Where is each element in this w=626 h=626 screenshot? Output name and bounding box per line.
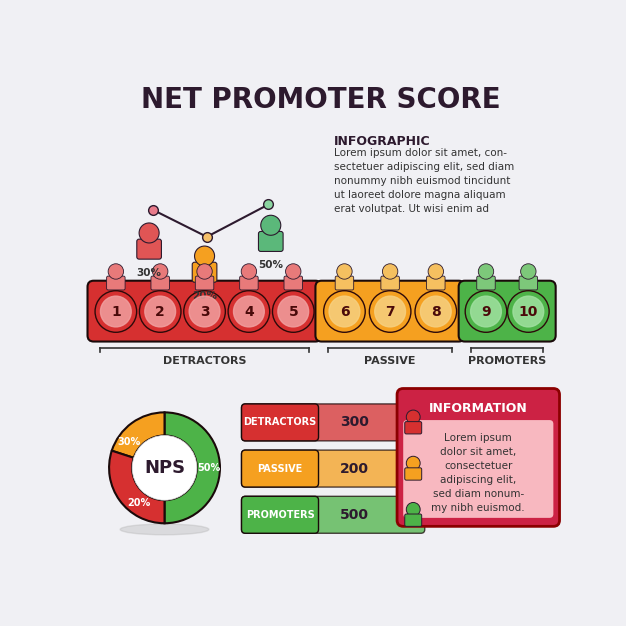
Text: 50%: 50%: [197, 463, 220, 473]
Text: 7: 7: [386, 304, 395, 319]
FancyBboxPatch shape: [242, 450, 425, 487]
Circle shape: [508, 290, 549, 332]
Text: 30%: 30%: [118, 437, 141, 447]
Text: INFOGRAPHIC: INFOGRAPHIC: [334, 135, 431, 148]
Text: PASSIVE: PASSIVE: [257, 464, 302, 474]
FancyBboxPatch shape: [335, 276, 354, 290]
Text: INFORMATION: INFORMATION: [429, 402, 528, 414]
Circle shape: [513, 296, 544, 327]
Circle shape: [261, 215, 281, 235]
Circle shape: [132, 436, 197, 500]
Circle shape: [100, 296, 131, 327]
Circle shape: [471, 296, 501, 327]
Circle shape: [140, 290, 181, 332]
FancyBboxPatch shape: [242, 404, 425, 441]
Circle shape: [195, 246, 215, 266]
Circle shape: [465, 290, 507, 332]
FancyBboxPatch shape: [459, 280, 556, 342]
FancyBboxPatch shape: [242, 404, 319, 441]
Text: 9: 9: [481, 304, 491, 319]
Text: 30%: 30%: [136, 268, 162, 277]
FancyBboxPatch shape: [240, 276, 258, 290]
Text: NPS: NPS: [144, 459, 185, 477]
Circle shape: [153, 264, 168, 279]
Text: Lorem ipsum
dolor sit amet,
consectetuer
adipiscing elit,
sed diam nonum-
my nib: Lorem ipsum dolor sit amet, consectetuer…: [431, 433, 525, 513]
Text: 20%: 20%: [192, 290, 217, 300]
Wedge shape: [112, 413, 165, 458]
FancyBboxPatch shape: [519, 276, 538, 290]
Circle shape: [406, 456, 420, 470]
FancyBboxPatch shape: [259, 232, 283, 252]
Text: 6: 6: [340, 304, 349, 319]
Text: 300: 300: [341, 416, 369, 429]
FancyBboxPatch shape: [381, 276, 399, 290]
Circle shape: [233, 296, 264, 327]
Circle shape: [285, 264, 301, 279]
FancyBboxPatch shape: [316, 280, 465, 342]
Circle shape: [382, 264, 398, 279]
FancyBboxPatch shape: [151, 276, 170, 290]
FancyBboxPatch shape: [405, 514, 422, 526]
FancyBboxPatch shape: [195, 276, 214, 290]
Text: DETRACTORS: DETRACTORS: [163, 356, 246, 366]
Circle shape: [406, 503, 420, 516]
FancyBboxPatch shape: [403, 420, 553, 518]
Text: PASSIVE: PASSIVE: [364, 356, 416, 366]
Text: 500: 500: [340, 508, 369, 522]
Text: 4: 4: [244, 304, 254, 319]
Circle shape: [428, 264, 443, 279]
Circle shape: [369, 290, 411, 332]
Circle shape: [95, 290, 136, 332]
FancyBboxPatch shape: [397, 389, 560, 526]
Wedge shape: [165, 413, 220, 523]
Circle shape: [139, 223, 159, 243]
Text: 200: 200: [340, 461, 369, 476]
Circle shape: [337, 264, 352, 279]
Circle shape: [241, 264, 257, 279]
Circle shape: [406, 410, 420, 424]
Circle shape: [108, 264, 123, 279]
Text: 20%: 20%: [127, 498, 150, 508]
Ellipse shape: [120, 524, 209, 535]
Circle shape: [478, 264, 494, 279]
Text: 3: 3: [200, 304, 209, 319]
Circle shape: [324, 290, 365, 332]
Circle shape: [272, 290, 314, 332]
Circle shape: [375, 296, 406, 327]
Wedge shape: [109, 451, 165, 523]
Circle shape: [415, 290, 456, 332]
Circle shape: [145, 296, 176, 327]
Circle shape: [228, 290, 270, 332]
Text: 10: 10: [519, 304, 538, 319]
Text: Lorem ipsum dolor sit amet, con-
sectetuer adipiscing elit, sed diam
nonummy nib: Lorem ipsum dolor sit amet, con- sectetu…: [334, 148, 514, 214]
Text: 50%: 50%: [259, 260, 284, 270]
Circle shape: [329, 296, 360, 327]
Circle shape: [189, 296, 220, 327]
FancyBboxPatch shape: [88, 280, 322, 342]
FancyBboxPatch shape: [405, 422, 422, 434]
FancyBboxPatch shape: [426, 276, 445, 290]
FancyBboxPatch shape: [284, 276, 302, 290]
Text: 1: 1: [111, 304, 121, 319]
FancyBboxPatch shape: [242, 496, 319, 533]
Text: DETRACTORS: DETRACTORS: [244, 418, 317, 428]
Circle shape: [278, 296, 309, 327]
Circle shape: [521, 264, 536, 279]
FancyBboxPatch shape: [106, 276, 125, 290]
Text: 8: 8: [431, 304, 441, 319]
FancyBboxPatch shape: [242, 450, 319, 487]
Text: 5: 5: [289, 304, 298, 319]
FancyBboxPatch shape: [192, 262, 217, 282]
Circle shape: [421, 296, 451, 327]
Circle shape: [197, 264, 212, 279]
Circle shape: [184, 290, 225, 332]
Text: NET PROMOTER SCORE: NET PROMOTER SCORE: [141, 86, 501, 114]
Text: PROMOTERS: PROMOTERS: [245, 510, 314, 520]
FancyBboxPatch shape: [477, 276, 495, 290]
FancyBboxPatch shape: [137, 239, 162, 259]
Text: PROMOTERS: PROMOTERS: [468, 356, 546, 366]
Text: 2: 2: [155, 304, 165, 319]
FancyBboxPatch shape: [242, 496, 425, 533]
FancyBboxPatch shape: [405, 468, 422, 480]
